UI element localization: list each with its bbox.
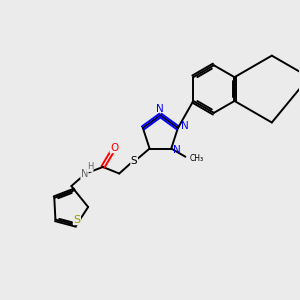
Text: CH₃: CH₃ [189,154,203,163]
Text: S: S [131,156,137,166]
Text: N: N [81,169,88,179]
Text: S: S [73,214,80,225]
Text: H: H [87,163,93,172]
Text: N: N [173,145,181,155]
Text: N: N [181,121,188,130]
Text: N: N [156,104,164,114]
Text: O: O [110,143,118,153]
